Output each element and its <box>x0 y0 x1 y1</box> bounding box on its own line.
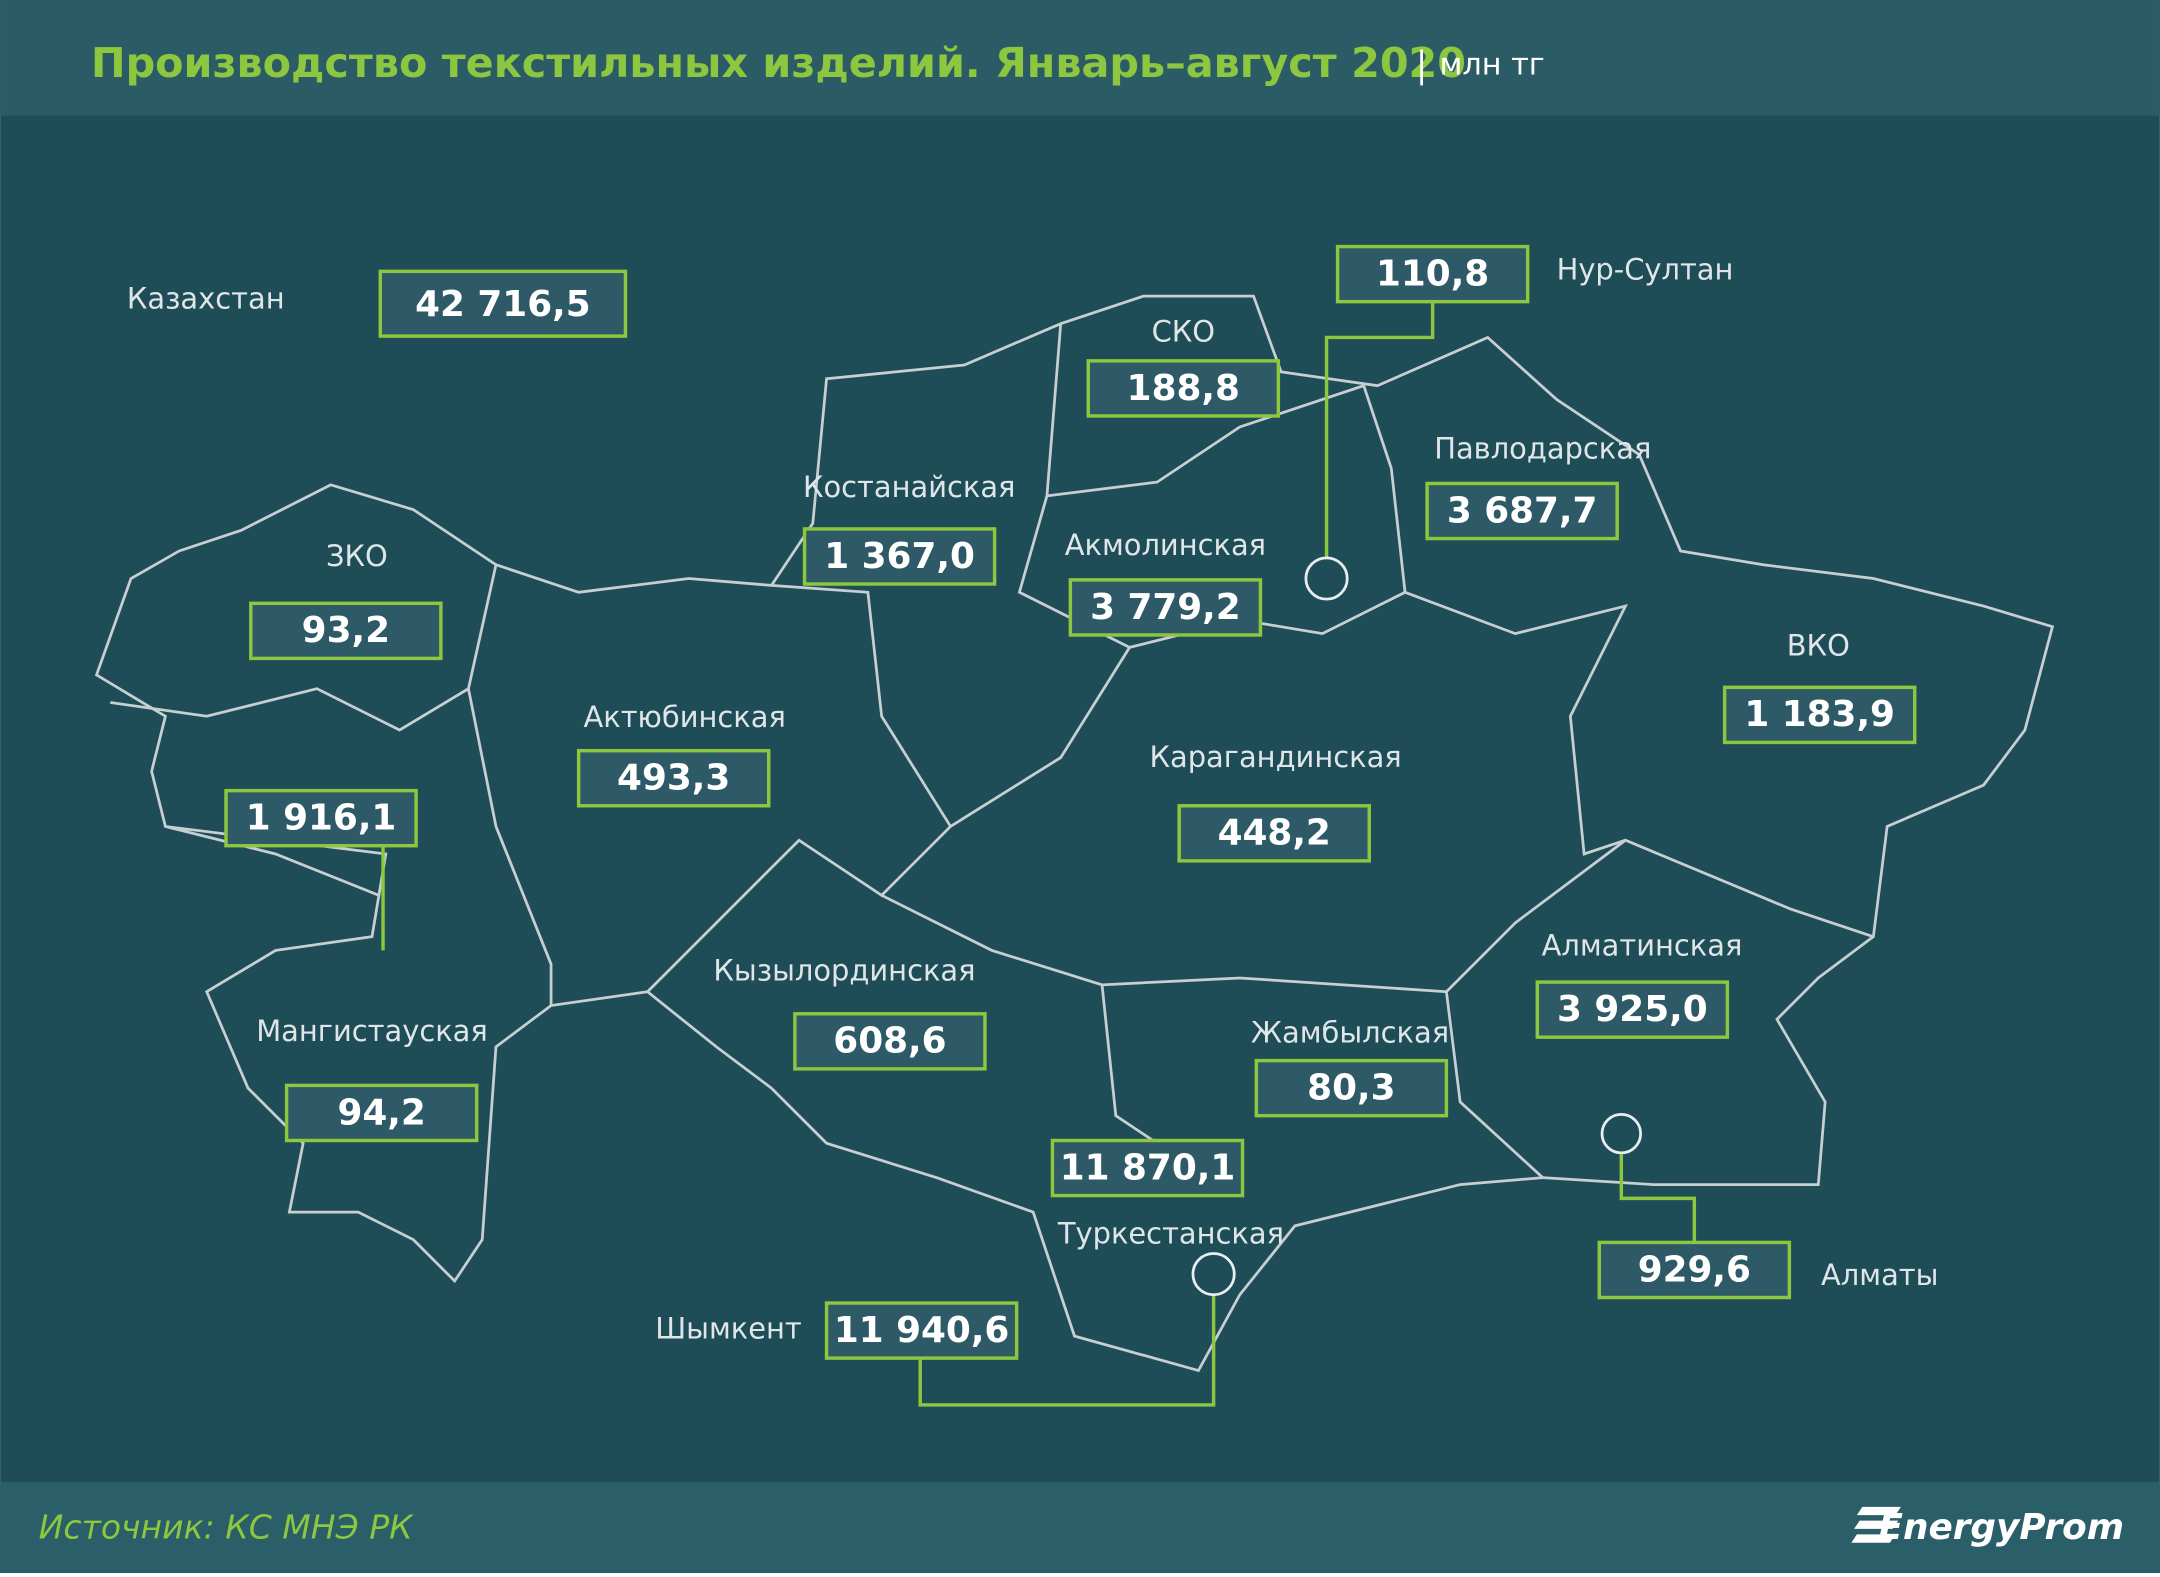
region-borders <box>110 323 1874 1179</box>
unit: млн тг <box>1440 48 1545 83</box>
value-box <box>224 788 418 848</box>
value-box <box>1722 685 1917 745</box>
region-label: Павлодарская <box>1434 431 1651 465</box>
region-value: 1 367,0 <box>824 536 975 577</box>
region-value: 493,3 <box>617 758 730 799</box>
region-value: 80,3 <box>1307 1068 1395 1109</box>
region-label: Мангистауская <box>256 1014 488 1048</box>
region-value: 94,2 <box>337 1092 425 1133</box>
value-box <box>1335 244 1530 304</box>
value-box <box>249 601 443 661</box>
region-label: Акмолинская <box>1065 528 1266 562</box>
region-value: 11 940,6 <box>834 1310 1010 1351</box>
value-box <box>1535 980 1730 1039</box>
region-value: 929,6 <box>1638 1249 1751 1290</box>
header-band <box>0 0 2160 116</box>
region-label: Туркестанская <box>1057 1217 1284 1251</box>
region-label: ЗКО <box>326 539 388 573</box>
region-label: Алматы <box>1821 1258 1938 1292</box>
region-value: 3 687,7 <box>1447 490 1598 531</box>
region-label: Костанайская <box>803 470 1016 504</box>
region-value: 1 183,9 <box>1744 694 1895 735</box>
source: Источник: КС МНЭ РК <box>39 1507 414 1546</box>
footer-band <box>0 1482 2160 1573</box>
map-outline <box>94 294 2055 1373</box>
logo: EnergyProm <box>1879 1507 2125 1548</box>
region-label: Жамбылская <box>1251 1015 1449 1049</box>
region-label: Актюбинская <box>583 700 785 734</box>
region-label: ВКО <box>1787 628 1850 662</box>
connectors <box>381 298 1697 1407</box>
value-box <box>793 1012 987 1071</box>
region-label: Карагандинская <box>1149 740 1401 774</box>
value-box <box>1177 804 1371 863</box>
region-value: 11 870,1 <box>1060 1147 1236 1188</box>
region-value: 3 779,2 <box>1090 587 1241 628</box>
value-box <box>378 269 628 338</box>
region-value: 110,8 <box>1376 253 1489 294</box>
value-box <box>1254 1058 1449 1118</box>
region-value: 93,2 <box>302 610 390 651</box>
region-label: Нур-Султан <box>1557 252 1734 286</box>
value-box <box>1068 578 1263 637</box>
value-box <box>1597 1240 1792 1300</box>
value-box <box>1425 481 1619 541</box>
value-box <box>284 1083 479 1143</box>
total-label: Казахстан <box>127 281 285 315</box>
region-label: СКО <box>1152 314 1215 348</box>
region-value: 3 925,0 <box>1557 989 1708 1030</box>
title: Производство текстильных изделий. Январь… <box>91 39 1466 87</box>
region-value: 608,6 <box>833 1021 946 1062</box>
total-value: 42 716,5 <box>415 284 591 325</box>
region-label: Алматинская <box>1542 929 1743 963</box>
value-box <box>802 527 997 586</box>
region-label: Шымкент <box>655 1312 802 1346</box>
region-label: Кызылординская <box>713 953 975 987</box>
value-box <box>824 1301 1019 1360</box>
region-value: 188,8 <box>1127 368 1240 409</box>
value-box <box>576 748 771 808</box>
region-value: 1 916,1 <box>246 798 397 839</box>
value-box <box>1050 1138 1245 1198</box>
value-box <box>1086 359 1281 418</box>
region-value: 448,2 <box>1218 813 1331 854</box>
logo-icon <box>1851 1506 1901 1543</box>
